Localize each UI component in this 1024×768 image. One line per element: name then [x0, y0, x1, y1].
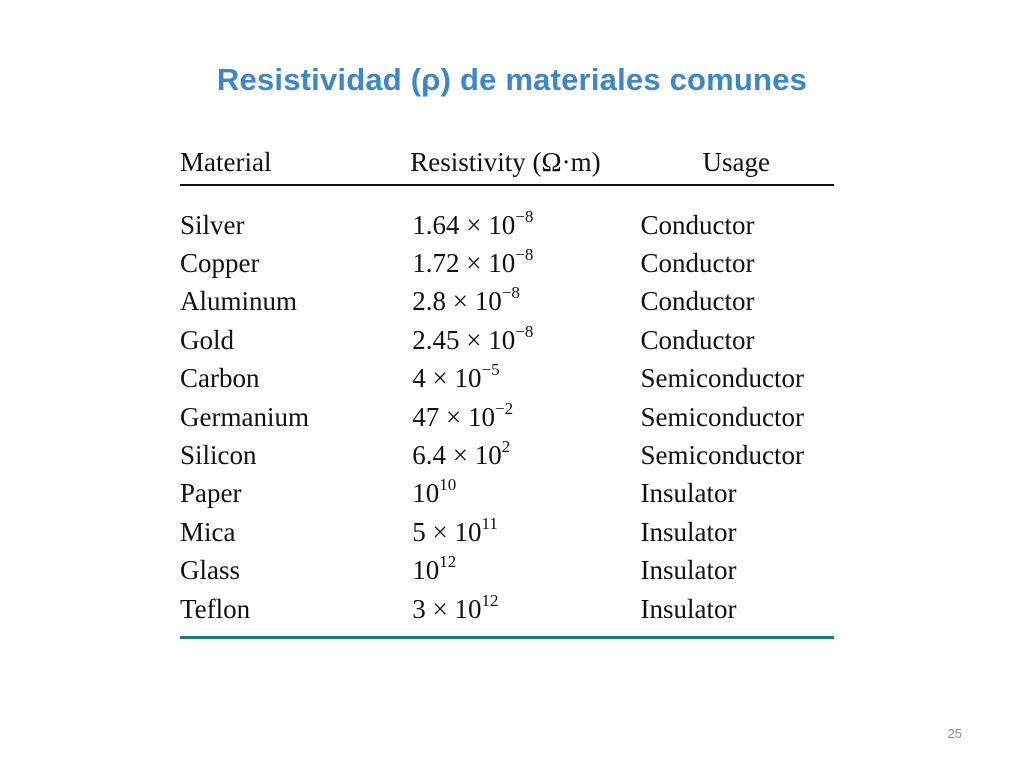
cell-material: Silver	[180, 209, 245, 240]
resistivity-exponent: −8	[515, 206, 534, 226]
table-row: Glass 1012 Insulator	[180, 552, 834, 590]
cell-resistivity: 1010	[410, 475, 638, 513]
header-material: Material	[180, 140, 411, 186]
resistivity-mantissa: 3 × 10	[412, 593, 482, 624]
resistivity-exponent: 11	[481, 513, 498, 533]
resistivity-mantissa: 4 × 10	[412, 363, 482, 394]
resistivity-exponent: −8	[501, 283, 520, 303]
resistivity-mantissa: 1.64 × 10	[412, 209, 516, 240]
cell-resistivity: 6.4 × 102	[410, 436, 638, 474]
cell-resistivity: 1.72 × 10−8	[410, 244, 638, 282]
cell-usage: Insulator	[640, 593, 737, 624]
cell-resistivity: 1.64 × 10−8	[410, 206, 638, 244]
cell-usage: Conductor	[640, 209, 755, 240]
cell-material: Silicon	[180, 440, 257, 471]
table-row: Paper 1010 Insulator	[180, 475, 834, 513]
header-spacer	[180, 185, 834, 206]
table-row: Gold 2.45 × 10−8 Conductor	[180, 321, 834, 359]
table-row: Germanium 47 × 10−2 Semiconductor	[180, 398, 834, 436]
cell-usage: Conductor	[640, 324, 755, 355]
cell-material: Glass	[180, 555, 240, 586]
cell-material: Teflon	[180, 593, 251, 624]
table-row: Silver 1.64 × 10−8 Conductor	[180, 206, 834, 244]
resistivity-exponent: −5	[481, 360, 500, 380]
table-row: Aluminum 2.8 × 10−8 Conductor	[180, 283, 834, 321]
cell-resistivity: 2.8 × 10−8	[410, 283, 638, 321]
table-row: Silicon 6.4 × 102 Semiconductor	[180, 436, 834, 474]
table-row: Carbon 4 × 10−5 Semiconductor	[180, 360, 834, 398]
resistivity-mantissa: 6.4 × 10	[412, 440, 502, 471]
cell-usage: Insulator	[640, 555, 737, 586]
table-bottom-rule	[180, 636, 834, 640]
cell-material: Paper	[180, 478, 242, 509]
cell-usage: Semiconductor	[640, 401, 804, 432]
cell-resistivity: 2.45 × 10−8	[410, 321, 638, 359]
table-row: Teflon 3 × 1012 Insulator	[180, 590, 834, 628]
header-resistivity: Resistivity (Ω·m)	[410, 140, 639, 186]
cell-material: Carbon	[180, 363, 260, 394]
resistivity-table: Material Resistivity (Ω·m) Usage Silver …	[180, 140, 834, 628]
resistivity-mantissa: 2.45 × 10	[412, 324, 516, 355]
page-number: 25	[947, 726, 962, 741]
cell-usage: Semiconductor	[640, 363, 804, 394]
cell-resistivity: 3 × 1012	[410, 590, 638, 628]
cell-material: Gold	[180, 324, 234, 355]
cell-resistivity: 1012	[410, 552, 638, 590]
resistivity-mantissa: 1.72 × 10	[412, 248, 516, 279]
resistivity-mantissa: 10	[412, 478, 440, 509]
cell-usage: Conductor	[640, 286, 755, 317]
resistivity-exponent: 12	[481, 590, 499, 610]
cell-material: Copper	[180, 248, 260, 279]
cell-resistivity: 4 × 10−5	[410, 360, 638, 398]
resistivity-mantissa: 10	[412, 555, 440, 586]
resistivity-exponent: 2	[501, 437, 511, 457]
resistivity-mantissa: 47 × 10	[412, 401, 496, 432]
cell-material: Aluminum	[180, 286, 298, 317]
cell-usage: Semiconductor	[640, 440, 804, 471]
slide-title: Resistividad (ρ) de materiales comunes	[216, 62, 808, 97]
cell-usage: Conductor	[640, 248, 755, 279]
resistivity-exponent: −8	[515, 321, 534, 341]
resistivity-exponent: 10	[439, 475, 457, 495]
cell-material: Germanium	[180, 401, 309, 432]
cell-resistivity: 5 × 1011	[410, 513, 638, 551]
table-row: Copper 1.72 × 10−8 Conductor	[180, 244, 834, 282]
resistivity-mantissa: 2.8 × 10	[412, 286, 502, 317]
resistivity-exponent: −2	[495, 398, 514, 418]
cell-material: Mica	[180, 516, 236, 547]
cell-resistivity: 47 × 10−2	[410, 398, 638, 436]
resistivity-exponent: −8	[515, 245, 534, 265]
table-header-row: Material Resistivity (Ω·m) Usage	[180, 140, 834, 186]
cell-usage: Insulator	[640, 478, 737, 509]
resistivity-exponent: 12	[439, 552, 457, 572]
resistivity-table-container: Material Resistivity (Ω·m) Usage Silver …	[180, 140, 834, 640]
cell-usage: Insulator	[640, 516, 737, 547]
table-row: Mica 5 × 1011 Insulator	[180, 513, 834, 551]
header-usage: Usage	[638, 140, 834, 186]
resistivity-mantissa: 5 × 10	[412, 516, 482, 547]
